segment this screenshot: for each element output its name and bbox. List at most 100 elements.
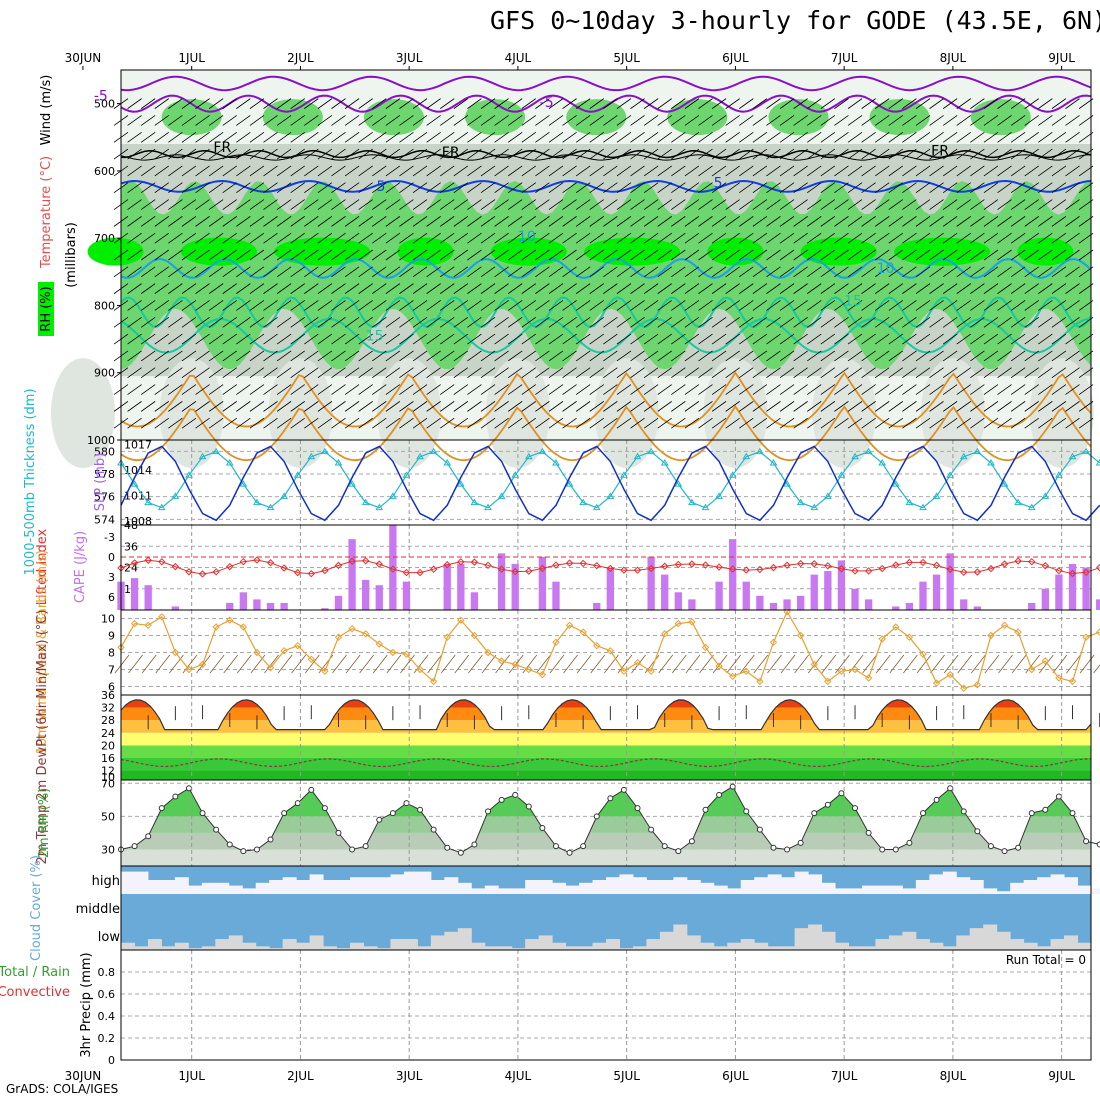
wind-barb — [535, 417, 550, 429]
wind-barb — [847, 300, 863, 311]
wind-barb-10m — [821, 654, 837, 674]
wind-barb — [1010, 316, 1026, 328]
li-point — [307, 569, 316, 578]
wind-barb — [521, 333, 537, 345]
wind-barb — [181, 367, 197, 379]
cloud-low-cell — [619, 948, 634, 950]
wind-barb — [140, 417, 156, 429]
wind-barb — [793, 384, 808, 395]
cape-bar — [919, 581, 927, 610]
wind-barb — [562, 283, 577, 294]
wind-barb — [970, 199, 985, 210]
wind-barb — [752, 417, 768, 429]
wind-barb — [616, 148, 632, 160]
rh-point — [376, 816, 383, 823]
wind-barb — [902, 115, 917, 126]
cloud-low-cell — [727, 942, 742, 950]
wind-barb — [195, 350, 210, 362]
wind-barb — [208, 182, 224, 194]
wind-barb — [779, 232, 795, 244]
thickness-point — [1055, 471, 1063, 478]
wind-barb — [372, 131, 387, 143]
wind-barb — [236, 350, 251, 362]
li-point — [892, 561, 900, 569]
wind-barb — [412, 98, 428, 109]
rh-saturated-patch — [397, 237, 454, 266]
wind-barb-10m — [644, 654, 660, 674]
wind-barb — [548, 216, 564, 227]
li-point — [443, 561, 451, 569]
wind-barb — [766, 333, 781, 345]
wind-barb — [698, 316, 713, 328]
wind-barb — [154, 115, 170, 126]
cloud-high-gap — [606, 877, 620, 894]
wind-barb — [970, 316, 985, 328]
wind-barb — [168, 165, 183, 177]
wind-barb — [1010, 232, 1026, 244]
thickness-point — [728, 471, 737, 478]
wind-barb — [440, 131, 455, 143]
wind-barb — [630, 216, 645, 227]
wind-barb — [997, 199, 1012, 210]
wind-barb — [290, 232, 305, 244]
wind-barb — [847, 283, 863, 294]
cloud-high-gap — [619, 874, 634, 894]
li-point — [783, 561, 791, 569]
wind-barb — [711, 417, 727, 429]
wind-barb — [412, 216, 428, 227]
wind-barb — [467, 182, 482, 194]
rh-point — [947, 785, 954, 792]
li-point — [661, 562, 669, 570]
wind-barb — [195, 266, 210, 278]
wind-barb — [766, 216, 781, 227]
wind-barb — [249, 115, 265, 126]
wind-barb — [276, 148, 292, 160]
wind-barb — [657, 182, 672, 194]
wind-barb — [671, 283, 686, 294]
wind-barb — [779, 266, 795, 278]
wind-barb — [861, 367, 876, 379]
wind-barb — [372, 300, 387, 311]
wind-barb-10m — [971, 654, 986, 674]
wind-barb — [589, 165, 604, 177]
wind-barb — [616, 266, 632, 278]
wind-barb — [453, 300, 469, 311]
thickness-point — [633, 452, 642, 460]
wind-barb — [915, 367, 931, 379]
wind-barb-10m — [862, 654, 877, 674]
wind-barb — [616, 232, 632, 244]
rh-saturated-patch — [584, 237, 681, 266]
wind-barb-10m — [930, 654, 945, 674]
cloud-low-cell — [417, 946, 432, 950]
wind-barb — [372, 148, 387, 160]
cloud-low-cell — [1010, 939, 1025, 950]
wind-barb — [657, 350, 672, 362]
wind-barb — [535, 350, 550, 362]
wind-barb — [507, 300, 523, 311]
wind-barb — [807, 300, 822, 311]
wind-barb — [467, 148, 482, 160]
wind-barb — [888, 333, 904, 345]
wind-barb — [820, 115, 836, 126]
wind-barb — [915, 216, 931, 227]
wind-barb — [575, 333, 591, 345]
wind-barb — [1010, 417, 1026, 429]
wind-barb — [983, 417, 999, 429]
wind-barb — [140, 350, 156, 362]
cloud-low-cell — [929, 942, 944, 950]
wind-barb — [521, 384, 537, 395]
wind-barb — [358, 384, 373, 395]
cape-bar — [1096, 599, 1100, 610]
wind-barb — [603, 216, 618, 227]
wind-barb — [263, 333, 278, 345]
wind-barb — [861, 316, 876, 328]
wind-barb — [807, 232, 822, 244]
wind-barb — [739, 384, 754, 395]
wind-barb — [698, 148, 713, 160]
wind-barb — [385, 283, 401, 294]
wind-barb — [426, 115, 441, 126]
wind-barb — [956, 98, 972, 109]
wind-barb — [494, 384, 509, 395]
wind-speed-point — [756, 677, 764, 686]
wind-barb — [997, 98, 1012, 109]
